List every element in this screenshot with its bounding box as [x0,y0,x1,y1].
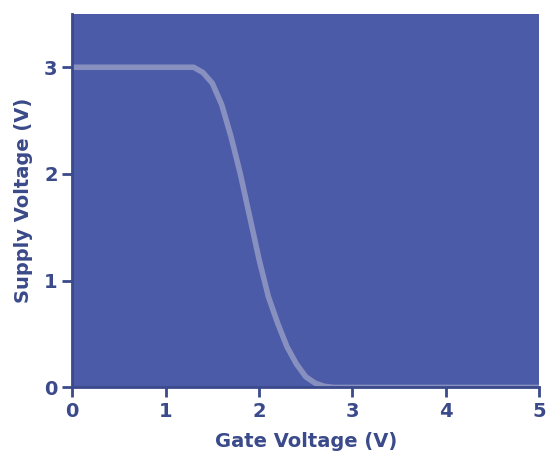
X-axis label: Gate Voltage (V): Gate Voltage (V) [214,432,397,451]
Y-axis label: Supply Voltage (V): Supply Voltage (V) [14,98,33,303]
